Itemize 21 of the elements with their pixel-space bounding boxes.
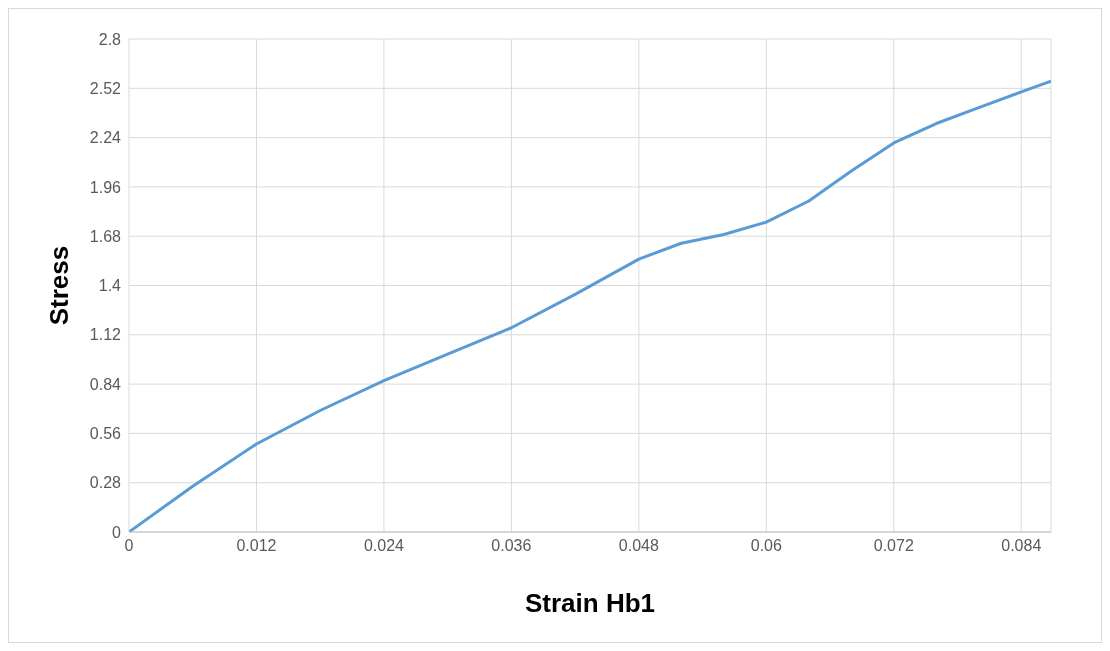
x-tick-label: 0.012 bbox=[236, 537, 277, 555]
y-tick-label: 1.12 bbox=[89, 326, 122, 344]
y-tick-label: 1.96 bbox=[89, 178, 122, 196]
x-tick-label: 0.024 bbox=[363, 537, 405, 555]
y-tick-label: 2.8 bbox=[98, 30, 122, 48]
y-tick-label: 2.52 bbox=[89, 79, 122, 97]
x-axis-title: Strain Hb1 bbox=[524, 588, 656, 618]
y-tick-label: 0.84 bbox=[89, 375, 122, 393]
x-tick-label: 0.048 bbox=[618, 537, 659, 555]
x-tick-label: 0 bbox=[124, 537, 134, 555]
y-tick-label: 0 bbox=[112, 523, 122, 541]
x-tick-label: 0.036 bbox=[491, 537, 532, 555]
y-tick-label: 0.56 bbox=[89, 425, 122, 443]
x-tick-label: 0.072 bbox=[873, 537, 914, 555]
x-tick-label: 0.084 bbox=[1001, 537, 1042, 555]
y-tick-label: 2.24 bbox=[89, 129, 122, 147]
y-tick-label: 1.68 bbox=[89, 227, 122, 245]
y-tick-label: 1.4 bbox=[98, 277, 122, 295]
x-tick-label: 0.06 bbox=[750, 537, 782, 555]
y-axis-title: Stress bbox=[44, 245, 75, 326]
y-tick-label: 0.28 bbox=[89, 474, 122, 492]
